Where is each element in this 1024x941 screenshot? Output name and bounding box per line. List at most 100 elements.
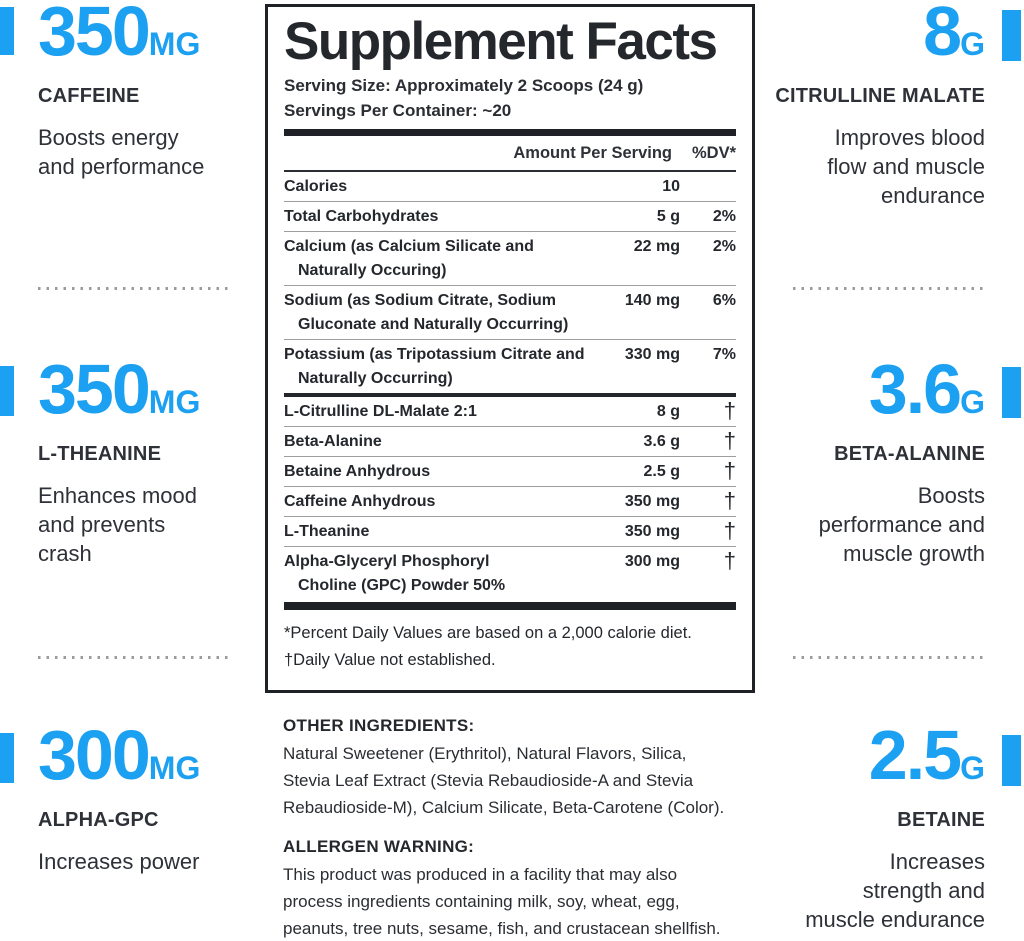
stat-caffeine-name: CAFFEINE	[38, 85, 140, 107]
row-amount: 140 mg	[624, 291, 680, 309]
row-dv-dagger: †	[723, 547, 736, 573]
accent-bar-right-3	[1002, 735, 1021, 786]
thick-rule	[284, 129, 736, 136]
stat-citrulline-amount: 8G	[765, 0, 985, 73]
allergen-warning-heading: ALLERGEN WARNING:	[283, 837, 475, 856]
stat-beta-alanine-amount: 3.6G	[765, 354, 985, 431]
accent-bar-right-2	[1002, 367, 1021, 418]
row-name: Calcium (as Calcium Silicate and Natural…	[284, 237, 534, 279]
fact-row-beta-alanine: Beta-Alanine 3.6 g †	[284, 426, 736, 456]
thick-rule-bottom	[284, 602, 736, 610]
other-ingredients-body: Natural Sweetener (Erythritol), Natural …	[283, 744, 725, 817]
stat-alpha-gpc-amount: 300MG	[38, 720, 250, 797]
dotted-divider	[793, 656, 983, 659]
fact-row-calories: Calories 10	[284, 172, 736, 201]
stat-citrulline-description: Improves blood flow and muscle endurance	[827, 125, 985, 208]
stat-value: 300	[38, 716, 151, 794]
stat-unit: MG	[148, 750, 201, 786]
fact-row-alpha-gpc: Alpha-Glyceryl Phosphoryl Choline (GPC) …	[284, 546, 736, 600]
row-dv: 6%	[712, 291, 736, 309]
stat-caffeine-amount: 350MG	[38, 0, 250, 73]
accent-bar-left-3	[0, 733, 14, 783]
stat-beta-alanine-name: BETA-ALANINE	[834, 443, 985, 465]
supplement-facts-panel: Supplement Facts Serving Size: Approxima…	[265, 4, 755, 693]
row-name: Sodium (as Sodium Citrate, Sodium Glucon…	[284, 291, 569, 333]
row-dv-dagger: †	[723, 517, 736, 543]
fact-row-sodium: Sodium (as Sodium Citrate, Sodium Glucon…	[284, 285, 736, 339]
row-name: Betaine Anhydrous	[284, 462, 431, 480]
stat-unit: MG	[148, 384, 201, 420]
below-panel-text: OTHER INGREDIENTS: Natural Sweetener (Er…	[283, 716, 765, 941]
row-dv-dagger: †	[723, 427, 736, 453]
other-ingredients-heading: OTHER INGREDIENTS:	[283, 716, 475, 735]
row-name: L-Citrulline DL-Malate 2:1	[284, 402, 477, 420]
row-amount: 300 mg	[624, 552, 680, 570]
row-amount: 22 mg	[633, 237, 680, 255]
serving-size: Serving Size: Approximately 2 Scoops (24…	[284, 76, 644, 95]
footnotes: *Percent Daily Values are based on a 2,0…	[284, 610, 736, 674]
stat-beta-alanine-description: Boosts performance and muscle growth	[818, 483, 985, 566]
stat-unit: MG	[148, 26, 201, 62]
stat-alpha-gpc-description: Increases power	[38, 849, 200, 874]
stat-betaine-name: BETAINE	[897, 809, 985, 831]
stat-beta-alanine: 3.6G BETA-ALANINE Boosts performance and…	[765, 354, 985, 568]
stat-value: 8	[923, 0, 962, 70]
allergen-warning-body: This product was produced in a facility …	[283, 865, 721, 938]
stat-value: 3.6	[868, 350, 962, 428]
fact-row-l-citrulline: L-Citrulline DL-Malate 2:1 8 g †	[284, 393, 736, 426]
fact-row-total-carbohydrates: Total Carbohydrates 5 g 2%	[284, 201, 736, 231]
stat-l-theanine-amount: 350MG	[38, 354, 250, 431]
accent-bar-left-2	[0, 366, 14, 416]
row-amount: 5 g	[656, 207, 680, 225]
row-dv-dagger: †	[723, 487, 736, 513]
stat-citrulline-name: CITRULLINE MALATE	[775, 85, 985, 107]
row-name: Alpha-Glyceryl Phosphoryl Choline (GPC) …	[284, 552, 506, 594]
facts-table-header: Amount Per Serving %DV*	[284, 136, 736, 172]
column-amount-per-serving: Amount Per Serving	[513, 144, 672, 162]
stat-citrulline-malate: 8G CITRULLINE MALATE Improves blood flow…	[765, 0, 985, 210]
row-amount: 350 mg	[624, 522, 680, 540]
row-name: Caffeine Anhydrous	[284, 492, 436, 510]
stat-betaine-description: Increases strength and muscle endurance	[805, 849, 985, 932]
row-name: Total Carbohydrates	[284, 207, 439, 225]
stat-unit: G	[960, 384, 985, 420]
row-name: Calories	[284, 177, 348, 195]
dotted-divider	[793, 287, 983, 290]
row-amount: 10	[662, 177, 680, 195]
row-amount: 3.6 g	[643, 432, 680, 450]
column-percent-dv: %DV*	[691, 144, 736, 162]
stat-caffeine: 350MG CAFFEINE Boosts energy and perform…	[38, 0, 250, 181]
row-name: Beta-Alanine	[284, 432, 382, 450]
stat-alpha-gpc: 300MG ALPHA-GPC Increases power	[38, 720, 250, 876]
stat-l-theanine-name: L-THEANINE	[38, 443, 162, 465]
row-name: Potassium (as Tripotassium Citrate and N…	[284, 345, 585, 387]
row-dv: 7%	[712, 345, 736, 363]
row-dv: 2%	[712, 207, 736, 225]
stat-unit: G	[960, 750, 985, 786]
stat-betaine-amount: 2.5G	[745, 720, 985, 797]
fact-row-caffeine-anhydrous: Caffeine Anhydrous 350 mg †	[284, 486, 736, 516]
row-name: L-Theanine	[284, 522, 370, 540]
footnote-dagger: †Daily Value not established.	[284, 651, 496, 669]
row-amount: 8 g	[656, 402, 680, 420]
row-dv-dagger: †	[723, 457, 736, 483]
stat-caffeine-description: Boosts energy and performance	[38, 125, 205, 179]
footnote-percent-dv: *Percent Daily Values are based on a 2,0…	[284, 624, 692, 642]
accent-bar-left-1	[0, 7, 14, 55]
row-amount: 350 mg	[624, 492, 680, 510]
fact-row-betaine-anhydrous: Betaine Anhydrous 2.5 g †	[284, 456, 736, 486]
stat-value: 350	[38, 0, 151, 70]
row-amount: 330 mg	[624, 345, 680, 363]
accent-bar-right-1	[1002, 10, 1021, 61]
dotted-divider	[38, 656, 228, 659]
panel-title: Supplement Facts	[284, 12, 718, 71]
row-dv: 2%	[712, 237, 736, 255]
stat-value: 350	[38, 350, 151, 428]
allergen-warning-section: ALLERGEN WARNING: This product was produ…	[283, 837, 765, 941]
stat-alpha-gpc-name: ALPHA-GPC	[38, 809, 159, 831]
dotted-divider	[38, 287, 228, 290]
fact-row-l-theanine: L-Theanine 350 mg †	[284, 516, 736, 546]
other-ingredients-section: OTHER INGREDIENTS: Natural Sweetener (Er…	[283, 716, 765, 821]
row-amount: 2.5 g	[643, 462, 680, 480]
